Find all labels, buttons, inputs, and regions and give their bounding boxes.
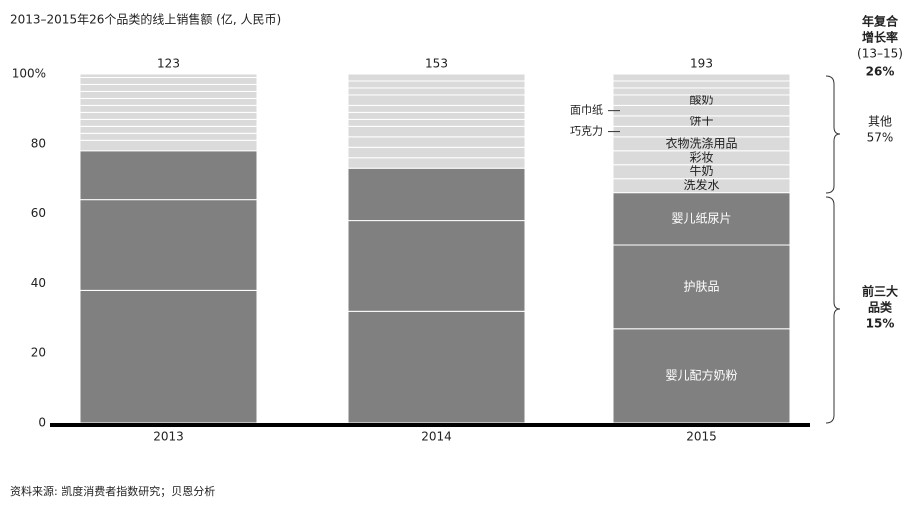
bar-segment	[347, 104, 526, 113]
bar-segment	[79, 76, 258, 85]
bar-segment	[347, 87, 526, 96]
bar-segment	[79, 118, 258, 127]
bar-segment	[347, 136, 526, 148]
segment-label: 洗发水	[683, 177, 719, 192]
y-tick-label: 100%	[12, 67, 46, 81]
cagr-header: 增长率	[862, 30, 898, 45]
bar-segment	[79, 97, 258, 106]
bar-segment	[347, 125, 526, 138]
y-tick-label: 80	[31, 136, 46, 150]
segment-label: 护肤品	[683, 278, 719, 293]
bar-segment	[612, 80, 791, 89]
cagr-total: 26%	[866, 65, 895, 79]
bar-segment	[612, 328, 791, 424]
bar-segment	[612, 125, 791, 138]
x-tick-label: 2014	[421, 430, 452, 444]
segment-label: 彩妆	[689, 150, 713, 164]
group-cagr: 15%	[866, 317, 895, 331]
group-label: 品类	[868, 300, 893, 315]
x-tick-label: 2015	[686, 430, 717, 444]
bar-segment	[347, 220, 526, 312]
bar-segment	[347, 310, 526, 424]
chart-title: 2013–2015年26个品类的线上销售额 (亿, 人民币)	[10, 12, 281, 27]
cagr-header: 年复合	[862, 14, 899, 29]
bar-segment	[347, 118, 526, 127]
segment-label: 巧克力	[570, 125, 603, 138]
y-tick-label: 40	[31, 276, 46, 290]
bar-segment	[612, 87, 791, 96]
bar-segment	[79, 139, 258, 152]
bar-segment	[79, 199, 258, 291]
bar-segment	[347, 94, 526, 106]
bar-segment	[347, 157, 526, 169]
bar-segment	[347, 73, 526, 82]
bracket-top3	[825, 196, 841, 424]
bar-segment	[612, 244, 791, 330]
bar-segment	[79, 90, 258, 99]
bar-segment	[347, 167, 526, 222]
cagr-header: (13–15)	[857, 47, 903, 61]
segment-label: 面巾纸	[570, 103, 603, 117]
bar-segment	[347, 146, 526, 159]
group-label: 前三大	[862, 284, 898, 299]
bracket-other	[825, 75, 841, 194]
bar-segment	[79, 150, 258, 201]
y-tick-label: 60	[31, 206, 46, 220]
segment-label: 婴儿配方奶粉	[665, 367, 737, 382]
group-label: 其他	[868, 115, 892, 129]
bar-segment	[347, 111, 526, 120]
segment-label: 牛奶	[689, 163, 713, 178]
bar-segment	[79, 111, 258, 120]
y-tick-label: 20	[31, 346, 46, 360]
total-label: 193	[690, 57, 713, 71]
bar-segment	[79, 125, 258, 134]
bar-segment	[612, 73, 791, 82]
segment-label: 饼干	[689, 114, 713, 128]
bar-segment	[79, 104, 258, 113]
segment-label: 衣物洗涤用品	[665, 135, 737, 150]
x-tick-label: 2013	[153, 430, 184, 444]
bar-segment	[79, 289, 258, 424]
bar-segment	[612, 104, 791, 117]
source: 资料来源: 凯度消费者指数研究；贝恩分析	[10, 484, 215, 498]
bar-segment	[79, 132, 258, 141]
segment-label: 婴儿纸尿片	[671, 211, 731, 225]
total-label: 153	[425, 57, 448, 71]
y-tick-label: 0	[38, 416, 46, 430]
bar-segment	[347, 80, 526, 89]
total-label: 123	[157, 57, 180, 71]
bar-segment	[79, 73, 258, 78]
bar-segment	[79, 83, 258, 92]
group-cagr: 57%	[867, 131, 894, 145]
